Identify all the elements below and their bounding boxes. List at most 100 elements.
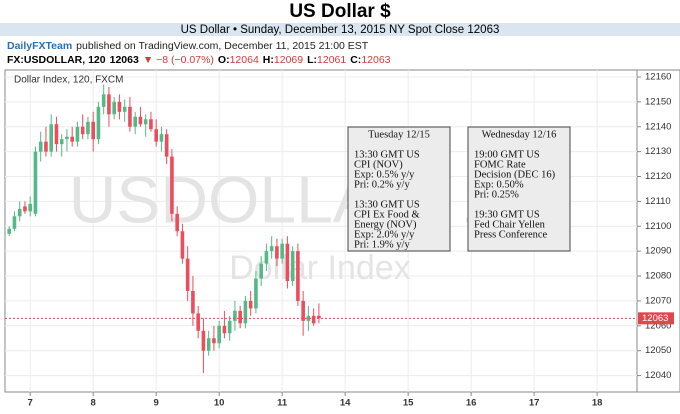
candle-body — [149, 119, 153, 130]
candle-body — [112, 101, 116, 115]
candle-body — [254, 278, 258, 309]
chart-title: US Dollar $ — [289, 1, 391, 22]
annotation-line: Pri: 1.9% y/y — [354, 239, 410, 250]
annotation-line: CPI Ex Food & — [354, 209, 420, 220]
candle-body — [185, 258, 190, 291]
last-price: 12063 — [110, 54, 139, 66]
candle-body — [196, 313, 200, 331]
ohlc-label: H: — [263, 54, 274, 66]
candle-body — [70, 136, 74, 142]
candle-body — [91, 121, 95, 140]
candle-body — [28, 203, 32, 212]
candle-body — [133, 116, 137, 127]
candle-body — [33, 151, 38, 214]
candle-body — [86, 121, 90, 135]
change: ▼ −8 (−0.07%) — [143, 54, 214, 66]
candle-body — [164, 134, 169, 157]
x-tick-label: 10 — [214, 398, 225, 409]
x-tick-label: 8 — [91, 398, 96, 409]
candle-body — [101, 94, 106, 107]
annotation-line: 13:30 GMT US — [354, 149, 420, 160]
candle-body — [285, 243, 290, 282]
annotation-line: Exp: 0.50% — [474, 179, 524, 190]
annotation-line: Exp: 2.0% y/y — [354, 229, 415, 240]
candle-body — [306, 315, 311, 321]
annotation-line: Fed Chair Yellen — [474, 219, 546, 230]
annotation-line: Pri: 0.25% — [474, 189, 519, 200]
y-tick-label: 12080 — [645, 271, 671, 282]
candle-body — [143, 119, 148, 125]
candle-body — [191, 290, 195, 314]
annotation-title: Wednesday 12/16 — [482, 129, 557, 140]
y-tick-label: 12070 — [645, 295, 671, 306]
annotation-line: 13:30 GMT US — [354, 199, 420, 210]
candle-body — [264, 251, 269, 264]
annotation-line: 19:00 GMT US — [474, 149, 540, 160]
annotation-line: Exp: 0.5% y/y — [354, 169, 415, 180]
candle-body — [275, 246, 279, 259]
annotation-line: Press Conference — [474, 229, 548, 240]
x-tick-label: 9 — [154, 398, 159, 409]
candle-body — [233, 310, 237, 321]
y-tick-label: 12090 — [645, 246, 671, 257]
annotation-frame — [347, 126, 451, 252]
candle-body — [23, 206, 27, 212]
candle-body — [201, 330, 206, 351]
publisher[interactable]: DailyFXTeam — [7, 40, 72, 52]
y-tick-label: 12060 — [645, 320, 671, 331]
published-text: published on TradingView.com, December 1… — [76, 40, 369, 52]
subtitle: US Dollar • Sunday, December 13, 2015 NY… — [181, 24, 500, 36]
candle-body — [80, 126, 85, 135]
candle-body — [248, 300, 253, 309]
candle-body — [138, 116, 143, 125]
candle-body — [38, 141, 43, 152]
candle-body — [65, 136, 69, 140]
candle-body — [54, 124, 59, 145]
candle-body — [311, 315, 316, 324]
candle-body — [280, 243, 284, 259]
y-tick-label: 12150 — [645, 96, 671, 107]
candle-body — [206, 338, 211, 351]
ohlc-value: 12063 — [361, 54, 390, 66]
candle-body — [296, 251, 300, 301]
annotation-frame — [467, 126, 571, 252]
ohlc-value: 12061 — [317, 54, 346, 66]
y-tick-label: 12110 — [645, 196, 671, 207]
candle-body — [259, 263, 263, 279]
candle-body — [170, 156, 174, 214]
annotation-line: Pri: 0.2% y/y — [354, 179, 410, 190]
x-tick-label: 18 — [592, 398, 603, 409]
candle-body — [75, 126, 80, 142]
y-tick-label: 12040 — [645, 370, 671, 381]
candle-body — [269, 246, 274, 252]
candle-body — [17, 208, 22, 217]
candle-body — [212, 338, 216, 344]
annotation-line: 19:30 GMT US — [474, 209, 540, 220]
annotation-line: Energy (NOV) — [354, 219, 417, 230]
y-tick-label: 12120 — [645, 171, 671, 182]
candle-body — [49, 124, 53, 152]
symbol: FX:USDOLLAR, 120 — [7, 54, 106, 66]
ohlc-value: 12069 — [274, 54, 303, 66]
candle-body — [238, 310, 242, 324]
candle-body — [107, 94, 111, 115]
ohlc-label: C: — [350, 54, 361, 66]
candle-body — [222, 325, 227, 334]
candle-body — [117, 101, 122, 112]
chart-frame — [4, 69, 680, 393]
candle-body — [317, 315, 321, 319]
candle-body — [180, 231, 185, 259]
y-tick-label: 12050 — [645, 345, 671, 356]
y-tick-label: 12100 — [645, 221, 671, 232]
annotation-line: FOMC Rate — [474, 159, 526, 170]
candle-body — [44, 141, 48, 152]
x-tick-label: 11 — [277, 398, 288, 409]
candle-body — [175, 213, 179, 232]
annotation-line: CPI (NOV) — [354, 159, 403, 170]
x-tick-label: 16 — [466, 398, 477, 409]
symbol-header: FX:USDOLLAR, 120 12063 ▼ −8 (−0.07%) O: 1206… — [7, 54, 391, 66]
annotation-line: Decision (DEC 16) — [474, 169, 556, 180]
